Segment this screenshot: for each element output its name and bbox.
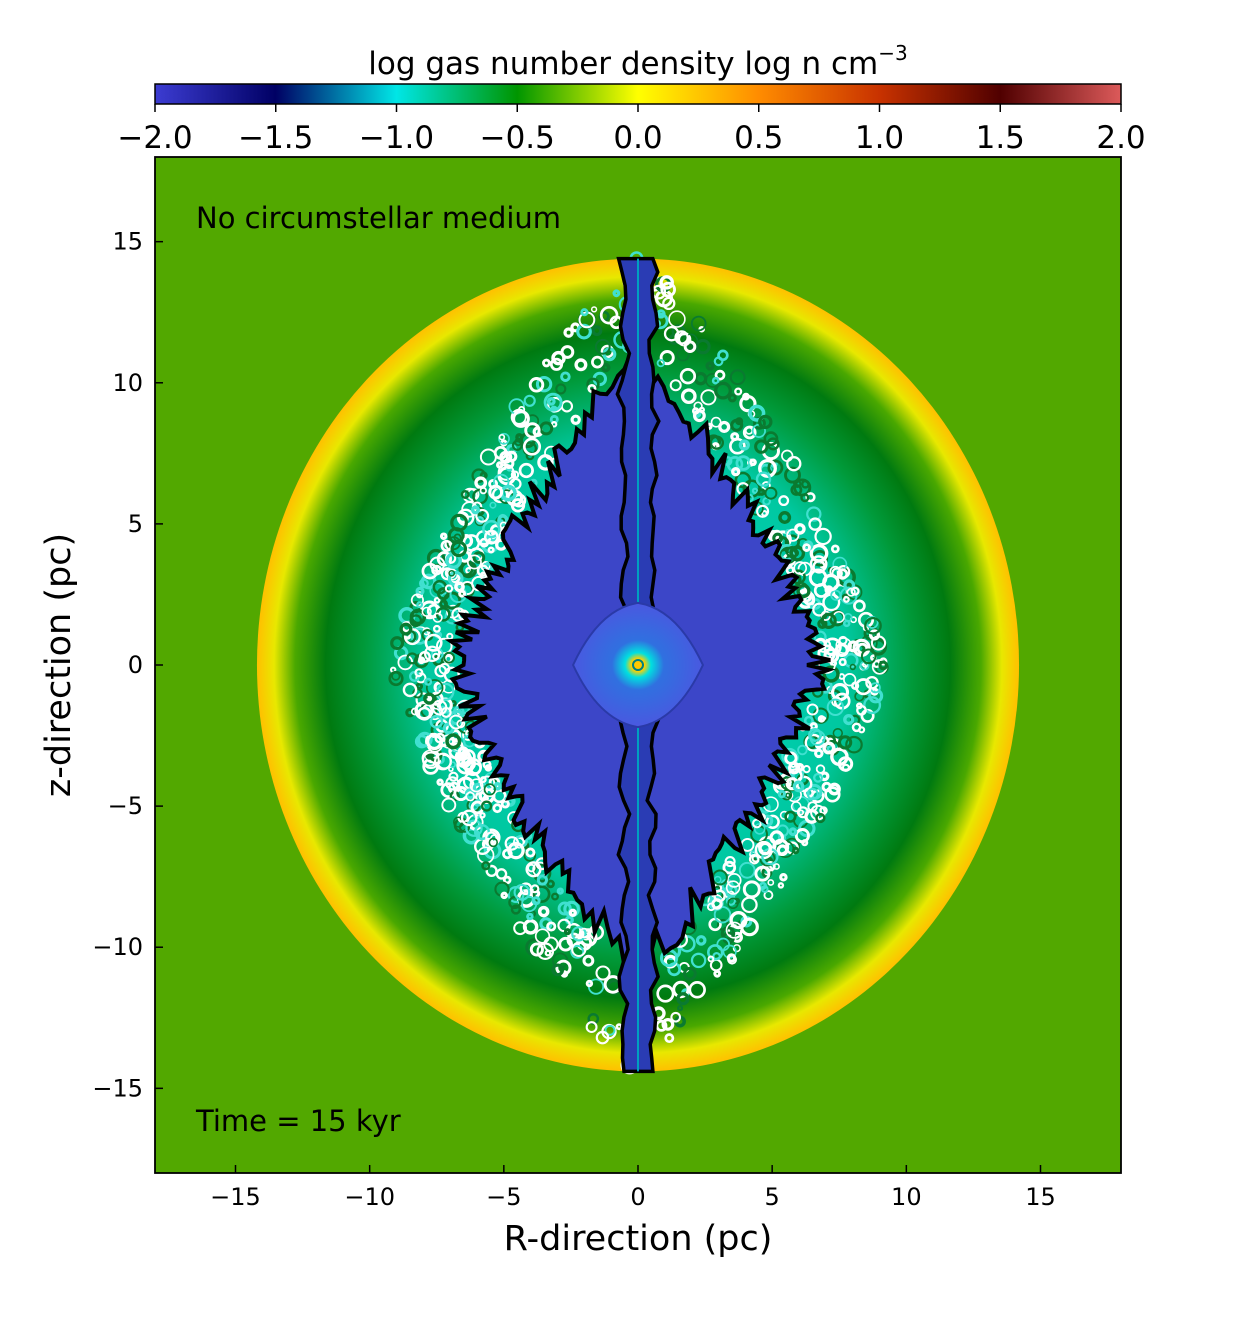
x-tick-label: −5 (486, 1183, 521, 1211)
colorbar-tick-label: 1.0 (855, 120, 904, 156)
y-tick-label: 5 (128, 510, 143, 538)
y-tick-label: 10 (112, 369, 143, 397)
y-axis-label: z-direction (pc) (39, 533, 79, 797)
y-tick-label: 15 (112, 228, 143, 256)
colorbar-tick-label: −2.0 (117, 120, 192, 156)
colorbar-tick-label: 0.0 (613, 120, 662, 156)
colorbar-tick-label: 0.5 (734, 120, 783, 156)
central-star-region (632, 659, 644, 671)
y-tick-label: −10 (92, 933, 143, 961)
x-tick-label: 0 (630, 1183, 645, 1211)
annotation-top-left: No circumstellar medium (196, 201, 561, 235)
x-tick-label: 5 (765, 1183, 780, 1211)
colorbar-tick-label: −0.5 (480, 120, 555, 156)
colorbar-tick-label: −1.5 (238, 120, 313, 156)
x-tick-label: 15 (1025, 1183, 1056, 1211)
y-tick-label: −15 (92, 1074, 143, 1102)
colorbar-tick-label: 1.5 (976, 120, 1025, 156)
colorbar-gradient (154, 83, 1122, 105)
x-tick-label: −15 (210, 1183, 261, 1211)
colorbar-tick-label: −1.0 (359, 120, 434, 156)
colorbar: log gas number density log n cm−3 −2.0 −1… (117, 41, 1145, 156)
colorbar-label: log gas number density log n cm−3 (368, 41, 908, 82)
y-tick-label: −5 (108, 792, 143, 820)
x-tick-label: 10 (891, 1183, 922, 1211)
plot-area (155, 157, 1121, 1173)
y-tick-label: 0 (128, 651, 143, 679)
colorbar-tick-label: 2.0 (1096, 120, 1145, 156)
x-axis-label: R-direction (pc) (504, 1219, 773, 1259)
x-tick-label: −10 (344, 1183, 395, 1211)
annotation-bottom-left: Time = 15 kyr (195, 1104, 401, 1138)
